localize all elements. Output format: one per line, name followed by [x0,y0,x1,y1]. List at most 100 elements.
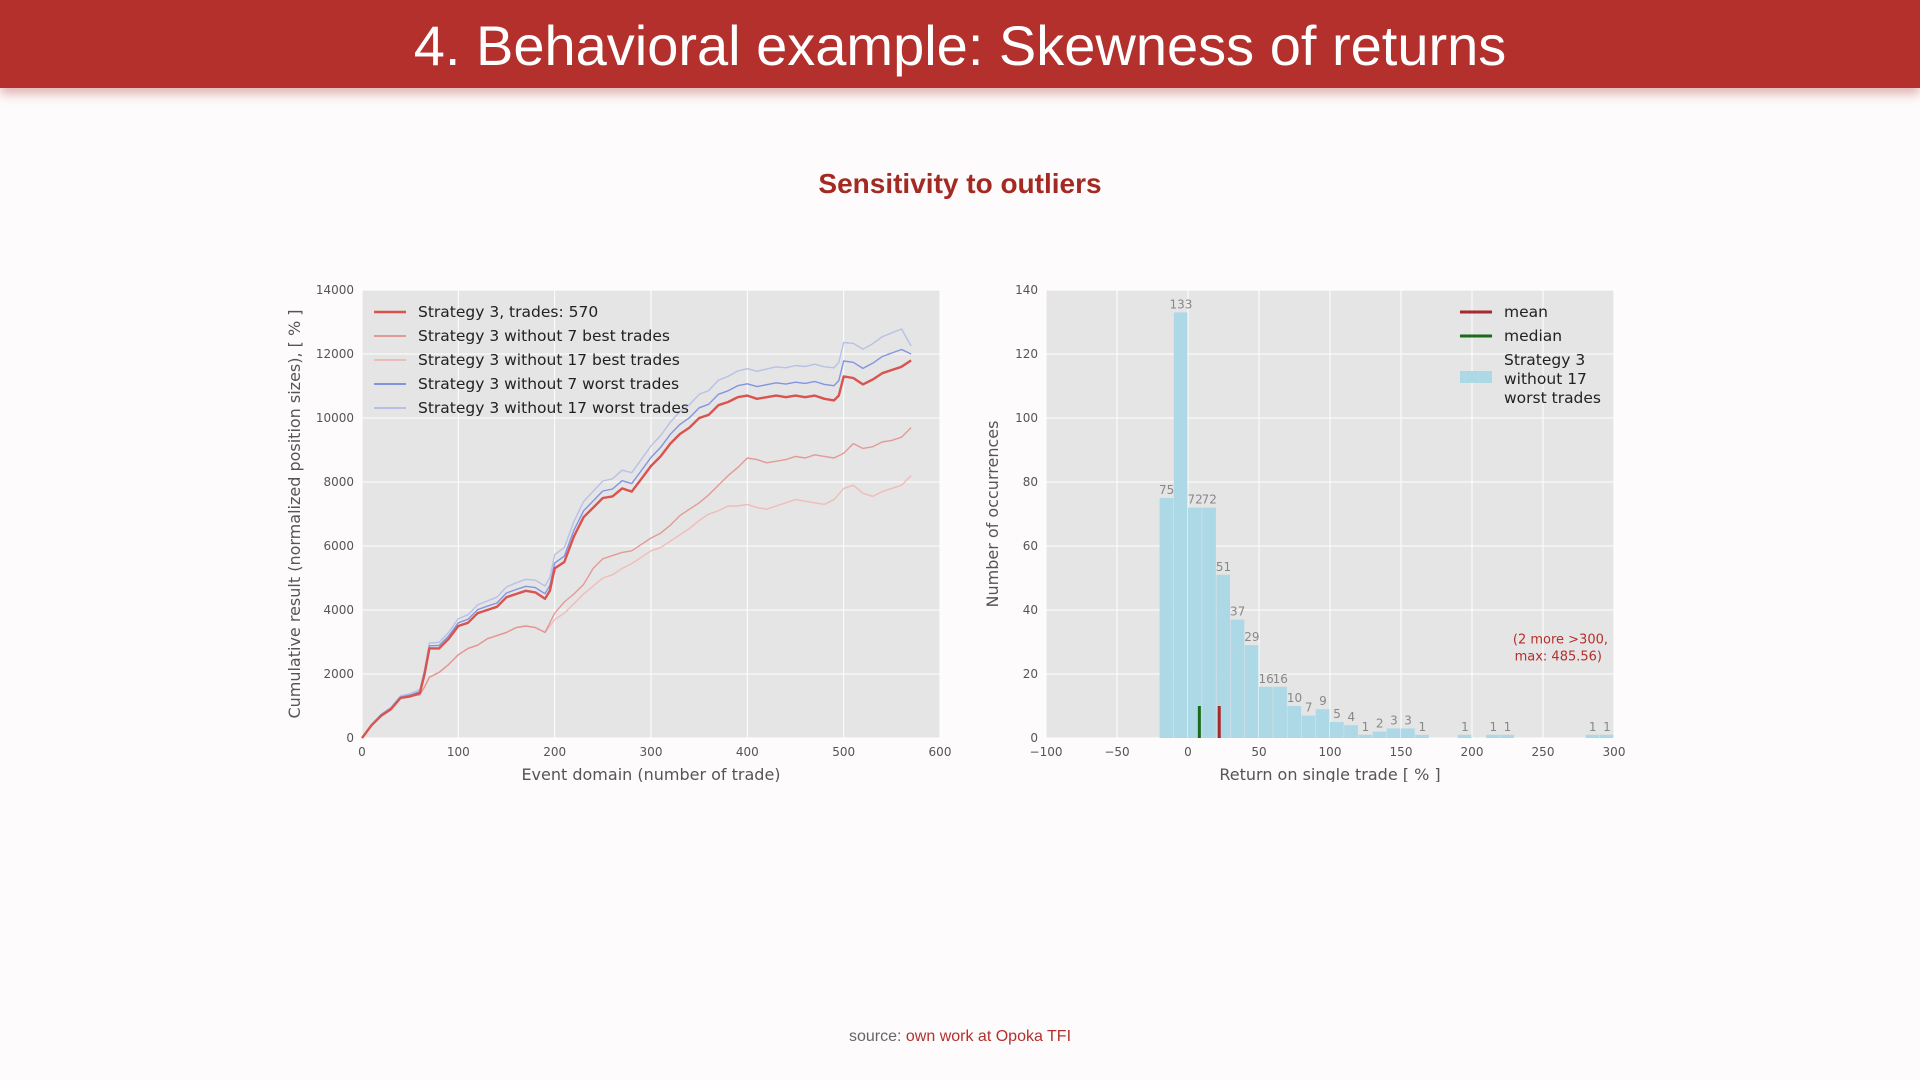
bar-value-label: 1 [1418,720,1426,734]
bar-value-label: 16 [1258,672,1273,686]
legend-label-3: Strategy 3 without 17 best trades [418,351,680,369]
bar-value-label: 1 [1362,720,1370,734]
x-tick-label: 600 [929,745,952,759]
histogram-bar [1457,734,1472,738]
histogram-bar [1173,312,1188,738]
bar-value-label: 2 [1376,717,1384,731]
chart-legend: Strategy 3, trades: 570 Strategy 3 withou… [374,303,689,417]
histogram-bar [1259,686,1273,738]
legend-label-1: Strategy 3, trades: 570 [418,303,598,321]
source-link[interactable]: own work at Opoka TFI [905,1028,1072,1045]
histogram-bar [1585,734,1600,738]
histogram-bar [1315,709,1330,738]
legend-label-mean: mean [1504,303,1548,321]
y-tick-label: 60 [1023,539,1038,553]
y-tick-label: 2000 [323,667,354,681]
histogram-bar [1287,706,1302,738]
legend-label-median: median [1504,327,1562,345]
y-tick-label: 140 [1015,283,1038,297]
slide-subtitle: Sensitivity to outliers [818,168,1102,199]
histogram-bar [1599,734,1614,738]
y-tick-label: 0 [346,731,354,745]
histogram-bar [1273,686,1287,738]
histogram-bar [1358,734,1373,738]
histogram-bar [1386,728,1401,738]
cumulative-result-svg: 0 100 200 300 400 500 600020004000600080001000… [285,283,952,782]
x-tick-label: 300 [1603,745,1626,759]
bar-value-label: 1 [1589,720,1597,734]
x-axis-label: Event domain (number of trade) [521,765,780,782]
x-tick-label: 500 [832,745,855,759]
y-tick-label: 0 [1030,731,1038,745]
histogram-bar [1415,734,1429,738]
bar-value-label: 16 [1273,672,1288,686]
bar-value-label: 37 [1230,605,1245,619]
bar-value-label: 1 [1461,720,1469,734]
x-tick-label: 100 [1319,745,1342,759]
x-tick-label: 100 [447,745,470,759]
y-tick-label: 6000 [323,539,354,553]
y-tick-label: 100 [1015,411,1038,425]
x-tick-label: 50 [1251,745,1266,759]
x-tick-label: −100 [1030,745,1063,759]
bar-value-label: 133 [1169,297,1192,311]
returns-histogram-svg: −100 −50 0 50 100 150 200 250 300 0 20 40 60 80 100 120… [983,283,1626,782]
y-tick-label: 20 [1023,667,1038,681]
x-tick-label: 250 [1532,745,1555,759]
bar-value-label: 1 [1504,720,1512,734]
source-note: source: own work at Opoka TFI [0,1028,1920,1046]
bar-value-label: 7 [1305,701,1313,715]
histogram-bar [1401,728,1415,738]
histogram-bar [1344,725,1358,738]
histogram-bar [1230,619,1245,738]
bar-value-label: 3 [1390,713,1398,727]
bar-value-label: 10 [1287,691,1302,705]
x-tick-label: 0 [1184,745,1192,759]
y-tick-label: 40 [1023,603,1038,617]
bar-value-label: 51 [1216,560,1231,574]
y-tick-label: 120 [1015,347,1038,361]
x-tick-label: 150 [1390,745,1413,759]
legend-label-2: Strategy 3 without 7 best trades [418,327,670,345]
y-tick-label: 10000 [316,411,354,425]
series-line-5 [361,328,912,739]
x-tick-label: 300 [640,745,663,759]
histogram-bar [1330,722,1344,738]
cumulative-result-chart: 0 100 200 300 400 500 600 0 2000 4000 6000 8000 1000… [278,262,954,782]
outlier-annotation-1: (2 more >300, [1513,633,1608,648]
histogram-bar [1244,645,1259,738]
bar-value-label: 75 [1159,483,1174,497]
series-line-4 [361,348,912,739]
histogram-bar [1216,574,1231,738]
bar-value-label: 72 [1187,493,1202,507]
bar-value-label: 4 [1347,710,1355,724]
y-axis-label: Number of occurrences [983,421,1002,608]
legend-label-5: Strategy 3 without 17 worst trades [418,399,689,417]
histogram-bar [1188,507,1202,738]
series-line-1 [361,359,912,739]
bar-value-label: 5 [1333,707,1341,721]
y-axis-label: Cumulative result (normalized position s… [285,309,304,718]
x-tick-label: 200 [543,745,566,759]
slide-title: 4. Behavioral example: Skewness of retur… [413,14,1507,77]
legend-swatch-bars [1460,371,1492,383]
bar-value-label: 1 [1489,720,1497,734]
y-tick-label: 4000 [323,603,354,617]
legend-label-bars-1: Strategy 3 [1504,351,1585,369]
source-prefix: source: [848,1028,906,1045]
x-axis-label: Return on single trade [ % ] [1219,765,1440,782]
title-bar [0,0,1920,88]
y-tick-label: 8000 [323,475,354,489]
legend-label-bars-2: without 17 [1504,370,1587,388]
legend-label-bars-3: worst trades [1504,389,1601,407]
bar-value-label: 3 [1404,713,1412,727]
x-tick-label: 400 [736,745,759,759]
histogram-bar [1202,507,1216,738]
y-tick-label: 80 [1023,475,1038,489]
x-tick-label: 200 [1461,745,1484,759]
y-tick-label: 14000 [316,283,354,297]
x-tick-label: −50 [1104,745,1129,759]
bar-value-label: 72 [1202,493,1217,507]
series-line-2 [361,427,912,739]
